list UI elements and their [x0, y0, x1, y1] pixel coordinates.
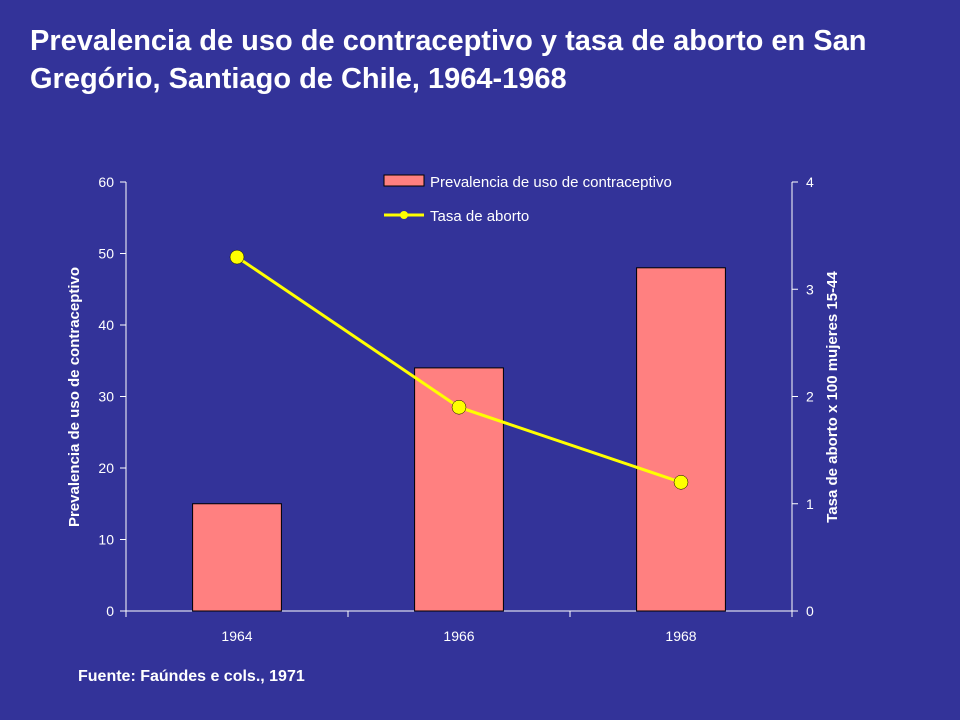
left-tick-label: 0 [106, 603, 114, 619]
legend: Prevalencia de uso de contraceptivo Tasa … [383, 174, 672, 225]
left-axis: 0 10 20 30 40 50 60 [98, 174, 127, 619]
x-tick-label: 1964 [221, 628, 252, 644]
x-tick-label: 1968 [665, 628, 696, 644]
right-tick-label: 2 [806, 389, 814, 405]
page-title: Prevalencia de uso de contraceptivo y ta… [30, 25, 867, 95]
right-tick-label: 4 [806, 174, 814, 190]
right-axis: 0 1 2 3 4 [791, 174, 814, 619]
left-tick-label: 40 [98, 317, 114, 333]
line-point [673, 475, 689, 490]
left-tick-label: 30 [98, 389, 114, 405]
x-tick-label: 1966 [443, 628, 474, 644]
line-point [451, 399, 467, 415]
legend-bar-swatch [383, 174, 425, 187]
legend-label: Tasa de aborto [430, 208, 529, 225]
bar-series [192, 267, 726, 612]
line-point [229, 249, 245, 265]
left-tick-label: 50 [98, 246, 114, 262]
legend-line-marker [400, 211, 408, 219]
left-tick-label: 60 [98, 174, 114, 190]
left-tick-label: 10 [98, 532, 114, 548]
left-axis-title: Prevalencia de uso de contraceptivo [66, 267, 83, 527]
x-axis: 1964 1966 1968 [125, 610, 793, 644]
bar [192, 503, 282, 612]
right-tick-label: 1 [806, 496, 814, 512]
legend-label: Prevalencia de uso de contraceptivo [430, 174, 672, 191]
right-tick-label: 3 [806, 281, 814, 297]
source-note: Fuente: Faúndes e cols., 1971 [78, 668, 305, 685]
right-axis-title: Tasa de aborto x 100 mujeres 15-44 [824, 271, 841, 523]
right-tick-label: 0 [806, 603, 814, 619]
bar [636, 267, 726, 612]
left-tick-label: 20 [98, 460, 114, 476]
line-series [229, 249, 689, 490]
